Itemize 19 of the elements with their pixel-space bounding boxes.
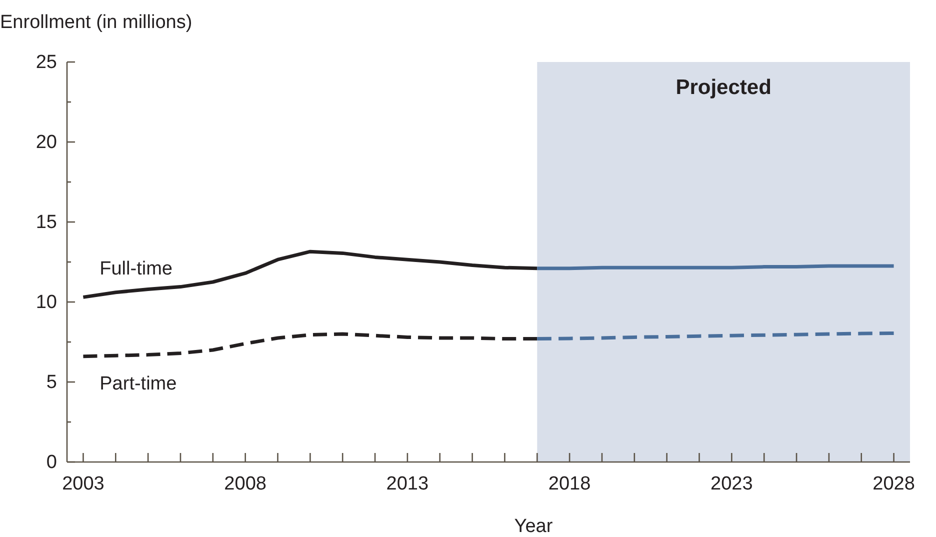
x-axis-title: Year	[514, 516, 554, 537]
x-tick-label: 2028	[872, 473, 915, 494]
x-tick-label: 2018	[548, 473, 591, 494]
y-tick-label: 25	[36, 52, 57, 74]
y-tick-label: 15	[36, 212, 57, 234]
y-tick-label: 0	[46, 452, 57, 474]
y-tick-label: 10	[36, 292, 57, 314]
line-series	[81, 250, 539, 299]
y-tick-label: 20	[36, 132, 57, 154]
x-tick-label: 2003	[62, 473, 104, 494]
band-label: Projected	[676, 76, 772, 99]
series-label: Full-time	[100, 258, 172, 280]
x-tick-label: 2013	[386, 473, 429, 494]
series-label: Part-time	[100, 374, 177, 395]
x-tick-label: 2008	[224, 473, 266, 494]
y-axis-title: Enrollment (in millions)	[0, 12, 192, 33]
line-series	[81, 332, 539, 358]
x-tick-label: 2023	[710, 473, 753, 494]
y-tick-label: 5	[46, 372, 57, 394]
